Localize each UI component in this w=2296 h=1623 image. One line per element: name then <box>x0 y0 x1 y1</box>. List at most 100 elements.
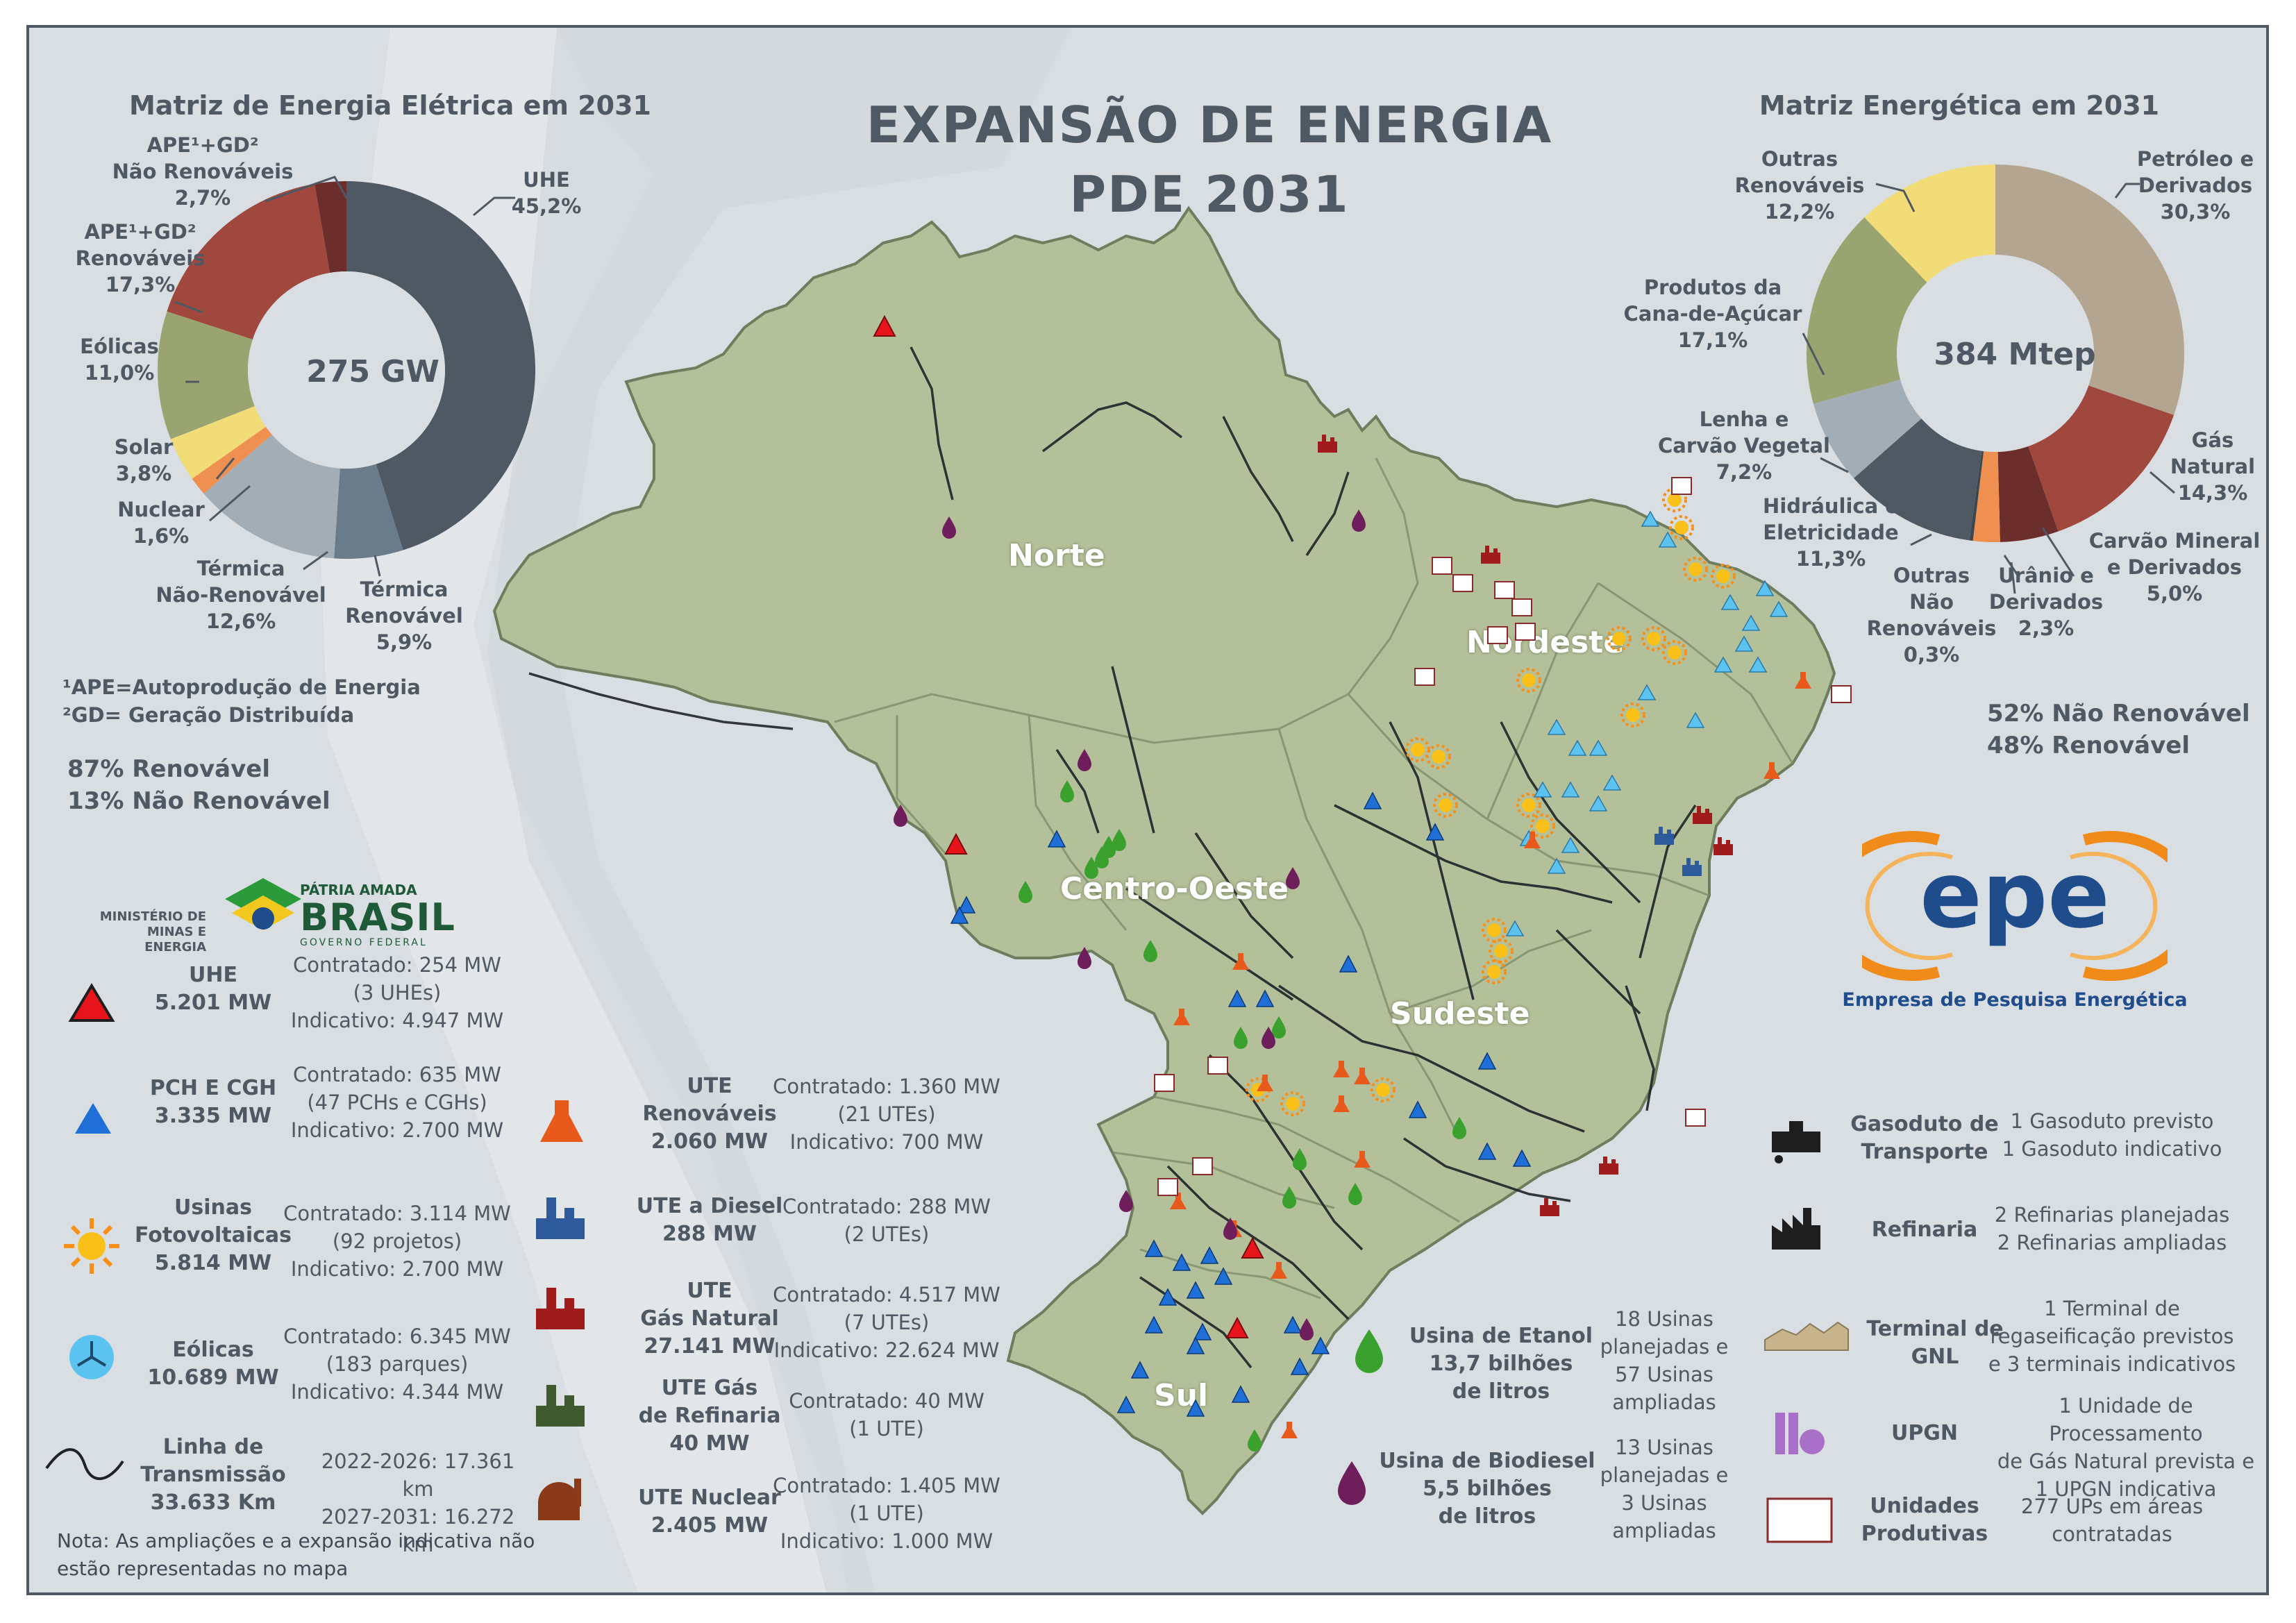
sun-icon <box>64 1218 119 1274</box>
legend-transmission-name: Linha de Transmissão 33.633 Km <box>140 1435 286 1515</box>
pie-label-petroleo: Petróleo e Derivados 30,3% <box>2136 147 2254 224</box>
electric-matrix-title: Matriz de Energia Elétrica em 2031 <box>128 90 651 121</box>
map-note: Nota: As ampliações e a expansão indicat… <box>57 1529 535 1580</box>
solar-markers <box>1246 487 1736 1116</box>
epe-logo-text: epe <box>1920 842 2110 949</box>
summary-renovavel: 87% Renovável <box>67 755 271 783</box>
pie-label-lenha: Lenha e Carvão Vegetal 7,2% <box>1658 407 1830 484</box>
brasil-logo-sub: GOVERNO FEDERAL <box>300 937 428 948</box>
pie-label-hidraulica: Hidráulica e Eletricidade 11,3% <box>1763 494 1899 571</box>
legend-eolicas-name: Eólicas 10.689 MW <box>147 1338 279 1390</box>
region-label-centro-oeste: Centro-Oeste <box>1060 871 1289 907</box>
brasil-logo-main: BRASIL <box>300 895 455 939</box>
legend-ute-diesel-name: UTE a Diesel 288 MW <box>636 1194 783 1246</box>
legend-ute-refinaria-detail: Contratado: 40 MW (1 UTE) <box>789 1389 984 1440</box>
biodiesel-drop-icon <box>1338 1461 1366 1505</box>
legend-ute-gas-detail: Contratado: 4.517 MW (7 UTEs) Indicativo… <box>773 1283 1000 1362</box>
legend-eolicas-detail: Contratado: 6.345 MW (183 parques) Indic… <box>283 1325 511 1404</box>
pie-label-outras-nao-renovaveis: Outras Não Renováveis 0,3% <box>1866 564 1997 666</box>
uhe-triangle-icon <box>68 983 115 1022</box>
pie-label-nuclear: Nuclear 1,6% <box>117 498 205 548</box>
map-title-line-2: PDE 2031 <box>1069 165 1350 224</box>
legend-biodiesel-detail: 13 Usinas planejadas e 3 Usinas ampliada… <box>1600 1436 1729 1542</box>
electric-matrix-hole <box>248 271 445 469</box>
legend-ute-renovaveis-detail: Contratado: 1.360 MW (21 UTEs) Indicativ… <box>773 1075 1000 1154</box>
brasil-flag-icon <box>225 878 301 930</box>
legend-gnl-name: Terminal de GNL <box>1866 1317 2004 1369</box>
pie-label-carvao-mineral: Carvão Mineral e Derivados 5,0% <box>2088 529 2261 605</box>
upgn-icon <box>1775 1413 1825 1454</box>
legend-transmission-detail: 2022-2026: 17.361 km 2027-2031: 16.272 k… <box>321 1449 515 1556</box>
refinery-icon <box>1772 1208 1820 1250</box>
pie-label-outras-renovaveis: Outras Renováveis 12,2% <box>1734 147 1865 224</box>
electric-matrix-slice-2 <box>203 434 340 559</box>
diesel-factory-icon <box>536 1197 585 1239</box>
legend-up-name: Unidades Produtivas <box>1861 1494 1988 1546</box>
legend-gasoduto-name: Gasoduto de Transporte <box>1850 1112 1999 1164</box>
electric-matrix-slice-4 <box>170 406 266 479</box>
legend-uhe-name: UHE 5.201 MW <box>154 963 272 1015</box>
electric-matrix-slice-5 <box>158 311 255 439</box>
pie-label-eolicas: Eólicas 11,0% <box>80 335 159 385</box>
map-title-line-1: EXPANSÃO DE ENERGIA <box>866 96 1553 154</box>
footnotes: ¹APE=Autoprodução de Energia ²GD= Geraçã… <box>62 673 548 729</box>
refinery-gas-factory-icon <box>536 1385 585 1427</box>
legend-ute-gas-name: UTE Gás Natural 27.141 MW <box>640 1279 779 1359</box>
electric-matrix-slice-7 <box>315 181 346 274</box>
nuclear-dome-icon <box>538 1479 581 1520</box>
pie-label-ape-gd-renovaveis: APE¹+GD² Renováveis 17,3% <box>75 220 206 296</box>
map-frame: EXPANSÃO DE ENERGIA PDE 2031 Matriz de E… <box>26 25 2269 1595</box>
legend-etanol-name: Usina de Etanol 13,7 bilhões de litros <box>1409 1324 1593 1404</box>
gas-pipeline-icon <box>1772 1121 1820 1163</box>
energy-matrix-slice-2 <box>1997 446 2059 542</box>
legend-ute-nuclear-detail: Contratado: 1.405 MW (1 UTE) Indicativo:… <box>773 1474 1000 1553</box>
map-canvas <box>158 28 2184 1592</box>
legend-ute-diesel-detail: Contratado: 288 MW (2 UTEs) <box>782 1195 991 1246</box>
summary-renovavel-energy: 48% Renovável <box>1987 732 2190 759</box>
pie-label-uhe: UHE 45,2% <box>511 168 582 218</box>
pch-triangle-icon <box>75 1103 111 1134</box>
legend-biodiesel-name: Usina de Biodiesel 5,5 bilhões de litros <box>1379 1449 1595 1529</box>
diesel-markers <box>1654 827 1702 876</box>
brasil-logo-top: PÁTRIA AMADA <box>300 882 417 898</box>
andes-silhouette <box>487 28 1071 1592</box>
region-label-norte: Norte <box>1008 538 1105 573</box>
footnote-ape: ¹APE=Autoprodução de Energia <box>62 675 421 699</box>
production-unit-icon <box>1766 1497 1833 1543</box>
wind-turbine-icon <box>69 1335 114 1379</box>
summary-nao-renovavel-energy: 52% Não Renovável <box>1987 700 2250 728</box>
legend-uhe-detail: Contratado: 254 MW (3 UHEs) Indicativo: … <box>290 953 504 1032</box>
mme-logo-text: MINISTÉRIO DE MINAS E ENERGIA <box>95 909 206 955</box>
gas-markers <box>1318 435 1733 1216</box>
energy-matrix-donut <box>1807 165 2184 542</box>
legend-gnl-detail: 1 Terminal de regaseificação previstos e… <box>1988 1297 2236 1376</box>
brasil-logo: PÁTRIA AMADA BRASIL GOVERNO FEDERAL <box>300 882 455 948</box>
energy-matrix-slice-1 <box>2028 385 2175 532</box>
epe-logo-icon <box>1862 831 2168 981</box>
electric-matrix-summary: 87% Renovável 13% Não Renovável <box>67 753 484 817</box>
legend-upgn-detail: 1 Unidade de Processamento de Gás Natura… <box>1997 1394 2255 1501</box>
gas-factory-icon <box>536 1288 585 1329</box>
map-title: EXPANSÃO DE ENERGIA PDE 2031 <box>758 90 1661 229</box>
electric-matrix-slice-0 <box>346 181 535 550</box>
pie-label-cana: Produtos da Cana-de-Açúcar 17,1% <box>1623 276 1802 352</box>
energy-matrix-slice-0 <box>1995 165 2184 415</box>
electric-matrix-center-value: 275 GW <box>306 354 439 389</box>
legend-ute-nuclear-name: UTE Nuclear 2.405 MW <box>638 1486 781 1538</box>
donut-leader-lines <box>174 176 2175 594</box>
energy-matrix-hole <box>1897 255 2094 452</box>
legend-refinaria-detail: 2 Refinarias planejadas 2 Refinarias amp… <box>1994 1203 2230 1254</box>
pie-label-termica-renovavel: Térmica Renovável 5,9% <box>345 578 463 654</box>
energy-matrix-slice-7 <box>1807 217 1927 404</box>
energy-matrix-slice-4 <box>1969 451 1984 541</box>
legend-refinaria-name: Refinaria <box>1871 1218 1978 1242</box>
legend-gasoduto-detail: 1 Gasoduto previsto 1 Gasoduto indicativ… <box>2002 1109 2222 1161</box>
summary-nao-renovavel: 13% Não Renovável <box>67 787 330 815</box>
transmission-line-icon <box>45 1448 124 1480</box>
brazil-land <box>492 205 1836 1515</box>
pie-label-gas-natural: Gás Natural 14,3% <box>2170 428 2256 505</box>
pie-label-uranio: Urânio e Derivados 2,3% <box>1988 564 2104 640</box>
mme-line-1: MINISTÉRIO DE <box>99 909 206 924</box>
uhe-markers <box>873 316 1264 1338</box>
legend-pch-detail: Contratado: 635 MW (47 PCHs e CGHs) Indi… <box>290 1063 504 1142</box>
